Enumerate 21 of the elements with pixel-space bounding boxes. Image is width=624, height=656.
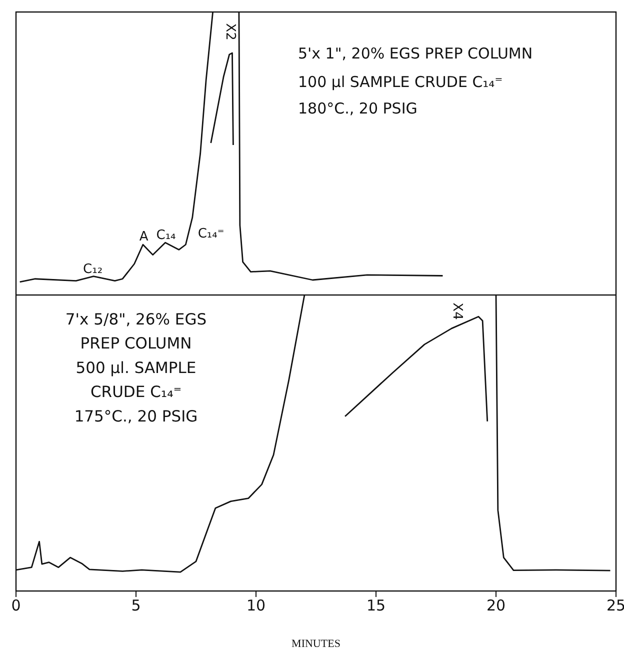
- annotation: C₁₂: [83, 262, 103, 278]
- annotation: 175°C., 20 PSIG: [74, 407, 198, 426]
- annotation: X2: [222, 23, 238, 40]
- x-tick-label: 10: [246, 596, 266, 615]
- x-tick-label: 5: [131, 596, 141, 615]
- x-tick-label: 0: [11, 596, 21, 615]
- annotation: 500 µl. SAMPLE: [76, 358, 196, 377]
- annotation: 7'x 5/8", 26% EGS: [65, 310, 207, 328]
- annotation: 5'x 1", 20% EGS PREP COLUMN: [298, 44, 533, 63]
- x-tick-label: 20: [486, 596, 506, 615]
- annotation: C₁₄: [156, 228, 176, 244]
- x-axis-title: MINUTES: [292, 638, 340, 650]
- annotation: 100 µl SAMPLE CRUDE C₁₄⁼: [298, 72, 503, 91]
- annotation: A: [139, 230, 148, 245]
- x-tick-label: 15: [366, 596, 386, 615]
- annotation: C₁₄⁼: [198, 226, 224, 242]
- x-tick-label: 25: [606, 596, 624, 615]
- annotation: 180°C., 20 PSIG: [298, 100, 418, 118]
- annotation: X4: [449, 302, 464, 320]
- annotation: CRUDE C₁₄⁼: [90, 383, 182, 402]
- annotation: PREP COLUMN: [80, 334, 192, 353]
